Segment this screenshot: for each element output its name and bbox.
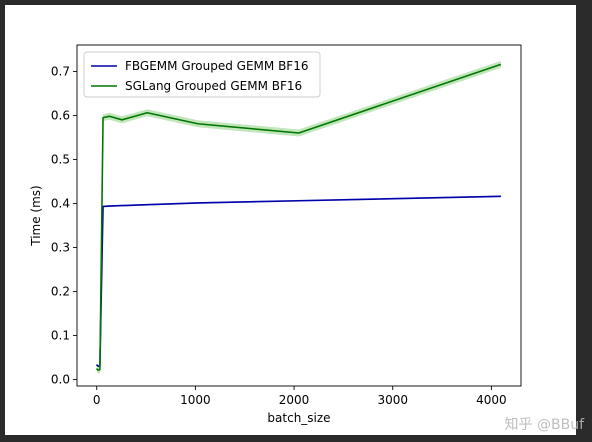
confidence-bands xyxy=(96,60,501,374)
watermark-text: 知乎 @BBuf xyxy=(504,417,584,433)
series-lines xyxy=(96,63,502,371)
legend-box xyxy=(83,51,321,98)
x-tick-label: 2000 xyxy=(279,393,310,407)
x-tick-label: 3000 xyxy=(377,393,408,407)
x-tick-label: 4000 xyxy=(476,393,507,407)
y-tick-label: 0.7 xyxy=(51,64,70,78)
x-tick-label: 1000 xyxy=(180,393,211,407)
axes: 0 1000 2000 3000 4000 0.0 0.1 0.2 0.3 0.4 0.5 0.6 0.… xyxy=(29,44,522,425)
series-band-1 xyxy=(96,60,501,374)
x-tick-label: 0 xyxy=(93,393,101,407)
x-axis-label: batch_size xyxy=(267,411,330,425)
y-tick-label: 0.2 xyxy=(51,284,70,298)
series-line-1 xyxy=(96,63,502,371)
y-tick-label: 0.6 xyxy=(51,108,70,122)
y-axis-label: Time (ms) xyxy=(29,185,43,247)
series-band-0 xyxy=(96,195,501,368)
y-tick-label: 0.1 xyxy=(51,328,70,342)
chart-figure: 0 1000 2000 3000 4000 0.0 0.1 0.2 0.3 0.4 0.5 0.6 0.… xyxy=(5,5,576,435)
legend-label-0: FBGEMM Grouped GEMM BF16 xyxy=(125,59,308,73)
legend-label-1: SGLang Grouped GEMM BF16 xyxy=(125,79,302,93)
legend: FBGEMM Grouped GEMM BF16 SGLang Grouped G… xyxy=(83,51,321,98)
y-tick-label: 0.3 xyxy=(51,240,70,254)
series-line-0 xyxy=(96,195,501,368)
plot-frame xyxy=(76,44,522,387)
chart-svg: 0 1000 2000 3000 4000 0.0 0.1 0.2 0.3 0.4 0.5 0.6 0.… xyxy=(29,44,522,425)
y-tick-label: 0.5 xyxy=(51,152,70,166)
y-tick-label: 0.0 xyxy=(51,372,70,386)
y-tick-label: 0.4 xyxy=(51,196,70,210)
